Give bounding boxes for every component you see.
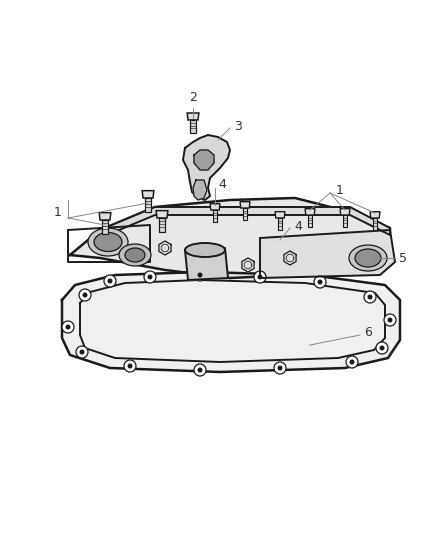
Ellipse shape (355, 249, 381, 267)
Polygon shape (145, 198, 151, 212)
Circle shape (127, 364, 133, 368)
Text: 4: 4 (218, 179, 226, 191)
Polygon shape (373, 218, 378, 230)
Polygon shape (100, 207, 390, 238)
Ellipse shape (94, 232, 122, 252)
Circle shape (367, 295, 372, 300)
Polygon shape (62, 272, 400, 372)
Circle shape (76, 346, 88, 358)
Circle shape (258, 274, 262, 279)
Polygon shape (194, 150, 214, 170)
Polygon shape (340, 209, 350, 215)
Circle shape (376, 342, 388, 354)
Polygon shape (99, 213, 111, 220)
Circle shape (62, 321, 74, 333)
Text: 6: 6 (364, 327, 372, 340)
Circle shape (346, 356, 358, 368)
Polygon shape (275, 212, 285, 218)
Text: 2: 2 (189, 91, 197, 104)
Ellipse shape (119, 244, 151, 266)
Text: 1: 1 (54, 206, 62, 220)
Polygon shape (210, 204, 220, 210)
Polygon shape (102, 220, 108, 233)
Ellipse shape (349, 245, 387, 271)
Polygon shape (305, 209, 315, 215)
Circle shape (194, 364, 206, 376)
Circle shape (66, 325, 71, 329)
Polygon shape (242, 258, 254, 272)
Polygon shape (370, 212, 380, 218)
Circle shape (364, 291, 376, 303)
Circle shape (350, 359, 354, 365)
Polygon shape (142, 191, 154, 198)
Circle shape (79, 289, 91, 301)
Text: 3: 3 (234, 119, 242, 133)
Circle shape (124, 360, 136, 372)
Text: 1: 1 (336, 183, 344, 197)
Polygon shape (190, 120, 196, 133)
Circle shape (194, 269, 206, 281)
Polygon shape (183, 135, 230, 200)
Polygon shape (307, 215, 312, 227)
Polygon shape (284, 251, 296, 265)
Ellipse shape (88, 228, 128, 256)
Ellipse shape (185, 243, 225, 257)
Circle shape (82, 293, 88, 297)
Circle shape (144, 271, 156, 283)
Polygon shape (159, 218, 165, 232)
Polygon shape (187, 113, 199, 120)
Circle shape (254, 271, 266, 283)
Polygon shape (159, 241, 171, 255)
Circle shape (388, 318, 392, 322)
Circle shape (379, 345, 385, 351)
Polygon shape (260, 230, 395, 278)
Circle shape (274, 362, 286, 374)
Ellipse shape (125, 248, 145, 262)
Text: 4: 4 (294, 220, 302, 232)
Circle shape (318, 279, 322, 285)
Circle shape (384, 314, 396, 326)
Circle shape (148, 274, 152, 279)
Polygon shape (278, 218, 283, 230)
Circle shape (80, 350, 85, 354)
Polygon shape (70, 198, 390, 278)
Polygon shape (193, 180, 207, 200)
Polygon shape (343, 215, 347, 227)
Polygon shape (243, 208, 247, 220)
Polygon shape (212, 210, 218, 222)
Polygon shape (185, 248, 228, 280)
Polygon shape (240, 201, 250, 208)
Circle shape (104, 275, 116, 287)
Polygon shape (156, 211, 168, 218)
Circle shape (314, 276, 326, 288)
Circle shape (198, 272, 202, 278)
Circle shape (107, 279, 113, 284)
Text: 5: 5 (399, 252, 407, 264)
Circle shape (198, 367, 202, 373)
Circle shape (278, 366, 283, 370)
